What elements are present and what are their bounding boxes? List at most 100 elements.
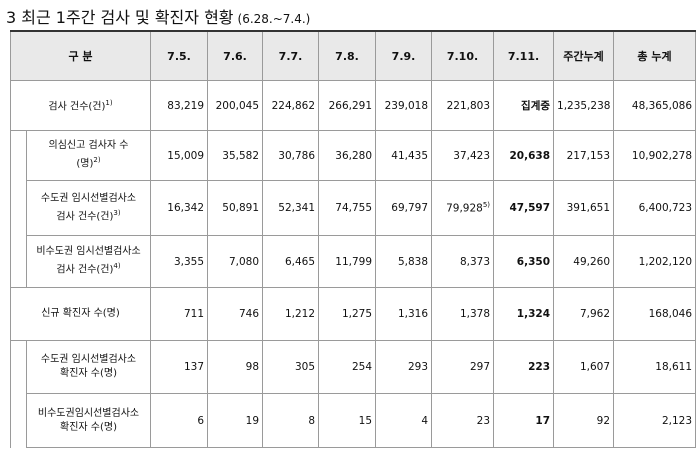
value-cell: 50,891 [207,180,264,236]
label-line: 확진자 수(명) [60,421,117,433]
value-cell: 1,316 [375,287,433,341]
cell-text: 15 [358,414,373,427]
value-cell: 6,400,723 [613,180,697,236]
value-cell: 217,153 [553,130,615,181]
value-cell: 1,378 [431,287,495,341]
value-cell: 305 [262,340,320,394]
value-cell: 1,212 [262,287,320,341]
table-row: 신규 확진자 수(명) 711 746 1,212 1,275 1,316 1,378 1,3… [9,287,697,341]
value-cell: 1,202,120 [613,235,697,288]
value-cell: 10,902,278 [613,130,697,181]
cell-text: 3,355 [173,255,205,268]
value-cell: 3,355 [150,235,209,288]
value-cell: 6 [150,393,209,448]
cell-text: 6,350 [516,255,551,268]
label-line: 검사 건수(건) [56,264,114,276]
value-cell: 1,607 [553,340,615,394]
cell-text: 746 [238,308,260,320]
label-line: 확진자 수(명) [60,368,117,379]
footnote-mark: 1) [105,99,113,108]
value-cell: 239,018 [375,80,433,131]
cell-text: 18,611 [655,361,693,373]
value-cell: 집계중 [493,80,555,131]
value-cell: 8,373 [431,235,495,288]
cell-text: 1,235,238 [557,99,611,112]
value-cell: 37,423 [431,130,495,181]
cell-text: 집계중 [521,100,551,112]
cell-text: 200,045 [215,99,260,112]
value-cell: 4 [375,393,433,448]
cell-text: 224,862 [271,99,316,112]
cell-text: 36,280 [335,149,373,162]
cell-text: 1,202,120 [638,255,693,268]
cell-text: 168,046 [648,308,693,320]
value-cell: 2,123 [613,393,697,448]
cell-text: 1,316 [397,308,429,320]
cell-text: 69,797 [391,202,429,214]
value-cell: 35,582 [207,130,264,181]
value-cell: 19 [207,393,264,448]
stub-cell [10,130,27,288]
cell-text: 74,755 [335,202,373,214]
value-cell: 23 [431,393,495,448]
column-header: 7.7. [262,30,320,81]
cell-text: 19 [245,414,260,427]
label-line: 비수도권임시선별검사소 [37,407,140,419]
row-label: 비수도권 임시선별검사소 검사 건수(건)4) [25,235,152,288]
label-line: 검사 건수(건) [56,211,114,223]
footnote-mark: 5) [482,201,491,210]
column-header: 7.6. [207,30,264,81]
cell-text: 41,435 [391,149,429,162]
value-cell: 20,638 [493,130,555,181]
value-cell: 224,862 [262,80,320,131]
label-line: 수도권 임시선별검사소 [40,354,137,365]
cell-text: 293 [407,361,429,373]
value-cell: 47,597 [493,180,555,236]
cell-text: 217,153 [566,149,611,162]
cell-text: 6,400,723 [638,202,693,214]
cell-text: 37,423 [453,149,491,162]
value-cell: 36,280 [318,130,377,181]
column-header: 7.8. [318,30,377,81]
cell-text: 23 [476,414,491,427]
cell-text: 239,018 [384,99,429,112]
cell-text: 49,260 [573,255,611,268]
cell-text: 47,597 [509,202,551,214]
cell-text: 48,365,086 [631,99,693,112]
value-cell: 18,611 [613,340,697,394]
value-cell: 711 [150,287,209,341]
value-cell: 1,324 [493,287,555,341]
cell-text: 2,123 [661,414,693,427]
cell-text: 711 [183,308,205,320]
cell-text: 10,902,278 [631,149,693,162]
value-cell: 16,342 [150,180,209,236]
cell-text: 6,465 [284,255,316,268]
label-line: 신규 확진자 수(명) [41,308,120,319]
value-cell: 266,291 [318,80,377,131]
cell-text: 17 [535,414,551,427]
row-label: 신규 확진자 수(명) [9,287,152,341]
cell-text: 223 [528,361,551,373]
label-line: (명) [76,158,94,170]
value-cell: 1,235,238 [553,80,615,131]
cell-text: 1,275 [341,308,373,320]
cell-text: 30,786 [278,149,316,162]
table-row: 비수도권 임시선별검사소 검사 건수(건)4) 3,355 7,080 6,465 11,… [11,235,697,288]
cell-text: 52,341 [278,202,316,214]
cell-text: 391,651 [566,202,611,214]
cell-text: 35,582 [222,149,260,162]
cell-text: 7,962 [579,308,611,320]
table: 구 분 7.5. 7.6. 7.7. 7.8. 7.9. 7.10. 7.11. 주간누계 총 누… [9,30,697,448]
cell-text: 221,803 [446,99,491,112]
value-cell: 92 [553,393,615,448]
value-cell: 49,260 [553,235,615,288]
cell-text: 8 [308,414,316,427]
value-cell: 52,341 [262,180,320,236]
value-cell: 254 [318,340,377,394]
footnote-mark: 4) [113,262,121,271]
value-cell: 11,799 [318,235,377,288]
